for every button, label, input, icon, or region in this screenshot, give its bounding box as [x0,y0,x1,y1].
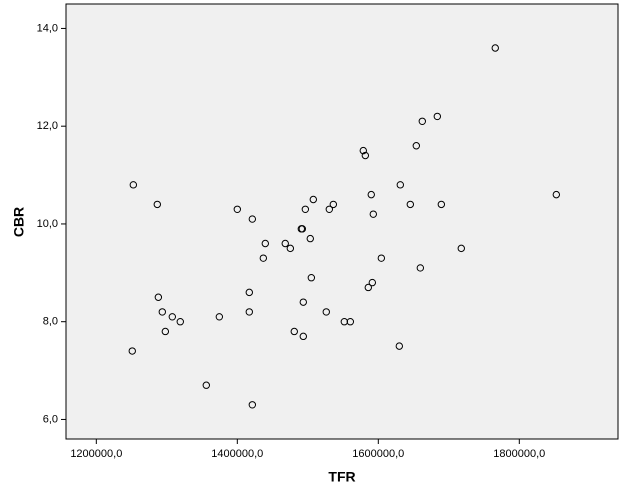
y-tick-label: 8,0 [43,316,58,328]
point [129,181,138,189]
point [406,200,415,209]
point [286,244,295,253]
point [307,274,316,282]
y-tick-label: 10,0 [37,218,58,230]
point [299,298,307,306]
point [346,317,355,326]
point [259,254,268,262]
point [433,112,442,121]
x-tick-label: 1400000,0 [211,448,263,460]
point [202,381,210,389]
point [416,264,425,272]
point [290,327,298,336]
point [161,327,170,336]
point [418,117,426,126]
point [245,308,253,316]
point [359,146,367,155]
point [245,288,253,297]
point [248,401,257,409]
x-axis-title: TFR [328,469,355,485]
point [325,205,334,213]
point [281,239,289,248]
point [396,181,405,189]
point [233,205,242,213]
point [491,44,499,52]
point [368,278,377,287]
x-tick-label: 1800000,0 [493,448,545,460]
point [552,190,561,199]
point [367,190,375,199]
point [437,200,446,209]
point [364,283,372,292]
y-tick-label: 12,0 [37,120,58,132]
plot-area [65,3,619,440]
x-tick-label: 1200000,0 [70,448,122,460]
point [215,313,224,321]
point [412,142,421,150]
point [309,195,318,204]
point [248,215,257,223]
point [377,254,386,262]
point [128,347,136,355]
point [322,308,330,316]
point [395,342,404,350]
point [301,205,310,213]
point [299,332,307,341]
point [176,317,184,326]
y-tick-label: 14,0 [37,22,58,34]
point [369,210,378,218]
point [457,244,465,253]
point [306,234,314,243]
point [329,200,338,209]
y-axis-title: CBR [11,207,27,237]
point [153,200,161,209]
point [298,225,307,233]
point [158,308,167,316]
point [154,293,163,301]
point [261,239,269,248]
y-tick-label: 6,0 [43,413,58,425]
point [168,313,177,321]
x-tick-label: 1600000,0 [352,448,404,460]
point [361,151,370,160]
